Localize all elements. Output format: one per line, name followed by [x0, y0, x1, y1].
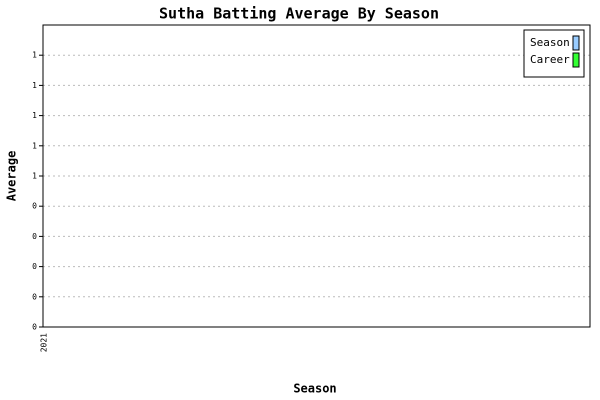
chart-title: Sutha Batting Average By Season [159, 5, 439, 23]
y-tick-label: 0 [32, 292, 37, 301]
legend-label: Season [530, 36, 570, 49]
x-tick-label: 2021 [40, 333, 49, 352]
y-tick-label: 1 [32, 81, 37, 90]
y-tick-label: 1 [32, 141, 37, 150]
y-tick-label: 1 [32, 51, 37, 60]
plot-frame [42, 24, 591, 328]
legend-label: Career [530, 53, 570, 66]
y-tick-label: 1 [32, 111, 37, 120]
y-tick-label: 0 [32, 232, 37, 241]
legend-swatch [572, 35, 580, 51]
y-axis-label: Average [5, 151, 19, 202]
y-tick-label: 0 [32, 262, 37, 271]
y-tick-label: 0 [32, 202, 37, 211]
y-tick-label: 1 [32, 172, 37, 181]
x-axis-label: Season [293, 382, 336, 396]
legend-swatch [572, 52, 580, 68]
y-tick-label: 0 [32, 323, 37, 332]
